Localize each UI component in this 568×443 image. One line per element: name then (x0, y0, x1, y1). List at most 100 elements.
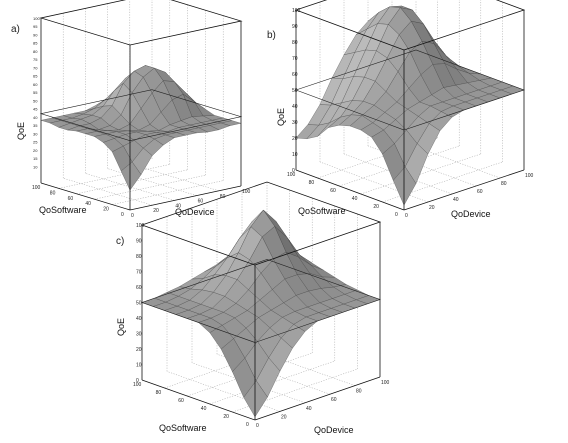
box-top (294, 0, 526, 51)
panel-label-b: b) (267, 30, 276, 41)
z-tick-label: 70 (292, 56, 298, 62)
x-tick-label: 20 (429, 205, 435, 211)
surface-cell (120, 161, 142, 191)
box-edge (129, 185, 242, 211)
z-tick-label: 100 (136, 223, 145, 229)
z-tick-label: 35 (33, 123, 38, 128)
x-tick-label: 80 (356, 389, 362, 395)
z-tick-label: 90 (136, 238, 142, 244)
y-tick-label: 40 (85, 201, 91, 207)
y-axis-title: QoSoftware (39, 205, 87, 215)
z-tick-label: 60 (292, 72, 298, 78)
reference-plane (295, 49, 525, 131)
z-tick-label: 85 (33, 41, 38, 46)
x-tick-label: 100 (525, 173, 534, 179)
panel-label-a: a) (11, 24, 20, 35)
z-tick-label: 55 (33, 90, 38, 95)
z-tick-label: 25 (33, 140, 38, 145)
floor-grid-line (112, 180, 224, 205)
reference-plane (39, 89, 243, 142)
x-tick-label: 0 (256, 423, 259, 429)
x-tick-label: 80 (220, 194, 226, 200)
z-axis-title: QoE (276, 108, 286, 126)
z-tick-label: 30 (292, 120, 298, 126)
z-axis-title: QoE (116, 318, 126, 336)
z-tick-label: 50 (292, 88, 298, 94)
z-tick-label: 100 (33, 16, 40, 21)
box-edge (141, 379, 256, 421)
z-tick-label: 90 (33, 32, 38, 37)
box-edge (295, 169, 405, 211)
floor-grid-line (360, 153, 481, 195)
z-tick-label: 50 (33, 98, 38, 103)
surface-cell (243, 380, 268, 418)
z-axis-title: QoE (16, 122, 26, 140)
z-tick-label: 50 (136, 300, 142, 306)
x-tick-label: 80 (501, 181, 507, 187)
y-tick-label: 100 (133, 382, 142, 388)
y-tick-label: 0 (121, 212, 124, 218)
y-tick-label: 20 (103, 207, 109, 213)
y-tick-label: 0 (395, 212, 398, 218)
floor-grid-line (94, 175, 206, 200)
floor-grid-line (58, 164, 170, 189)
floor-grid-line (317, 137, 438, 179)
z-tick-label: 20 (33, 148, 38, 153)
reference-plane (141, 259, 381, 343)
z-tick-label: 80 (136, 254, 142, 260)
surface-cell (393, 166, 417, 206)
x-axis-title: QoDevice (175, 207, 215, 217)
z-tick-label: 90 (292, 24, 298, 30)
z-tick-label: 75 (33, 57, 38, 62)
y-tick-label: 80 (50, 190, 56, 196)
y-tick-label: 80 (156, 390, 162, 396)
z-tick-label: 20 (292, 136, 298, 142)
z-tick-label: 10 (33, 164, 38, 169)
z-tick-label: 95 (33, 24, 38, 29)
y-tick-label: 20 (223, 414, 229, 420)
y-tick-label: 0 (246, 422, 249, 428)
chart-a: 10 15 20 25 30 35 40 45 50 55 60 65 70 75 80 85 90 95 100 0… (16, 0, 251, 219)
y-tick-label: 60 (330, 188, 336, 194)
box-top (39, 0, 243, 46)
z-tick-label: 80 (292, 40, 298, 46)
x-tick-label: 60 (198, 199, 204, 205)
z-tick-label: 30 (136, 331, 142, 337)
chart-b: 0102030405060708090100020406080100020406… (276, 0, 534, 219)
box-top (140, 181, 382, 266)
z-tick-label: 30 (33, 131, 38, 136)
z-tick-label: 10 (136, 362, 142, 368)
x-tick-label: 60 (477, 189, 483, 195)
z-tick-label: 100 (292, 8, 301, 14)
x-tick-label: 0 (405, 213, 408, 219)
box-edge (40, 182, 131, 211)
z-tick-label: 0 (136, 378, 139, 384)
y-tick-label: 60 (68, 196, 74, 202)
z-tick-label: 45 (33, 107, 38, 112)
y-tick-label: 20 (373, 204, 379, 210)
z-tick-label: 15 (33, 156, 38, 161)
x-tick-label: 100 (242, 189, 251, 195)
floor-grid-line (391, 137, 501, 179)
x-tick-label: 40 (453, 197, 459, 203)
floor-grid-line (232, 368, 358, 413)
floor-grid-line (319, 161, 429, 203)
z-tick-label: 65 (33, 74, 38, 79)
x-axis-title: QoDevice (314, 425, 354, 435)
x-axis-title: QoDevice (451, 209, 491, 219)
z-tick-label: 60 (136, 285, 142, 291)
z-tick-label: 40 (292, 104, 298, 110)
z-tick-label: 20 (136, 347, 142, 353)
z-tick-label: 70 (33, 65, 38, 70)
y-tick-label: 100 (32, 185, 41, 191)
box-edge (403, 169, 525, 211)
y-axis-title: QoSoftware (298, 206, 346, 216)
floor-grid-line (76, 169, 188, 194)
x-tick-label: 60 (331, 397, 337, 403)
x-tick-label: 40 (306, 406, 312, 412)
x-tick-label: 20 (153, 208, 159, 214)
